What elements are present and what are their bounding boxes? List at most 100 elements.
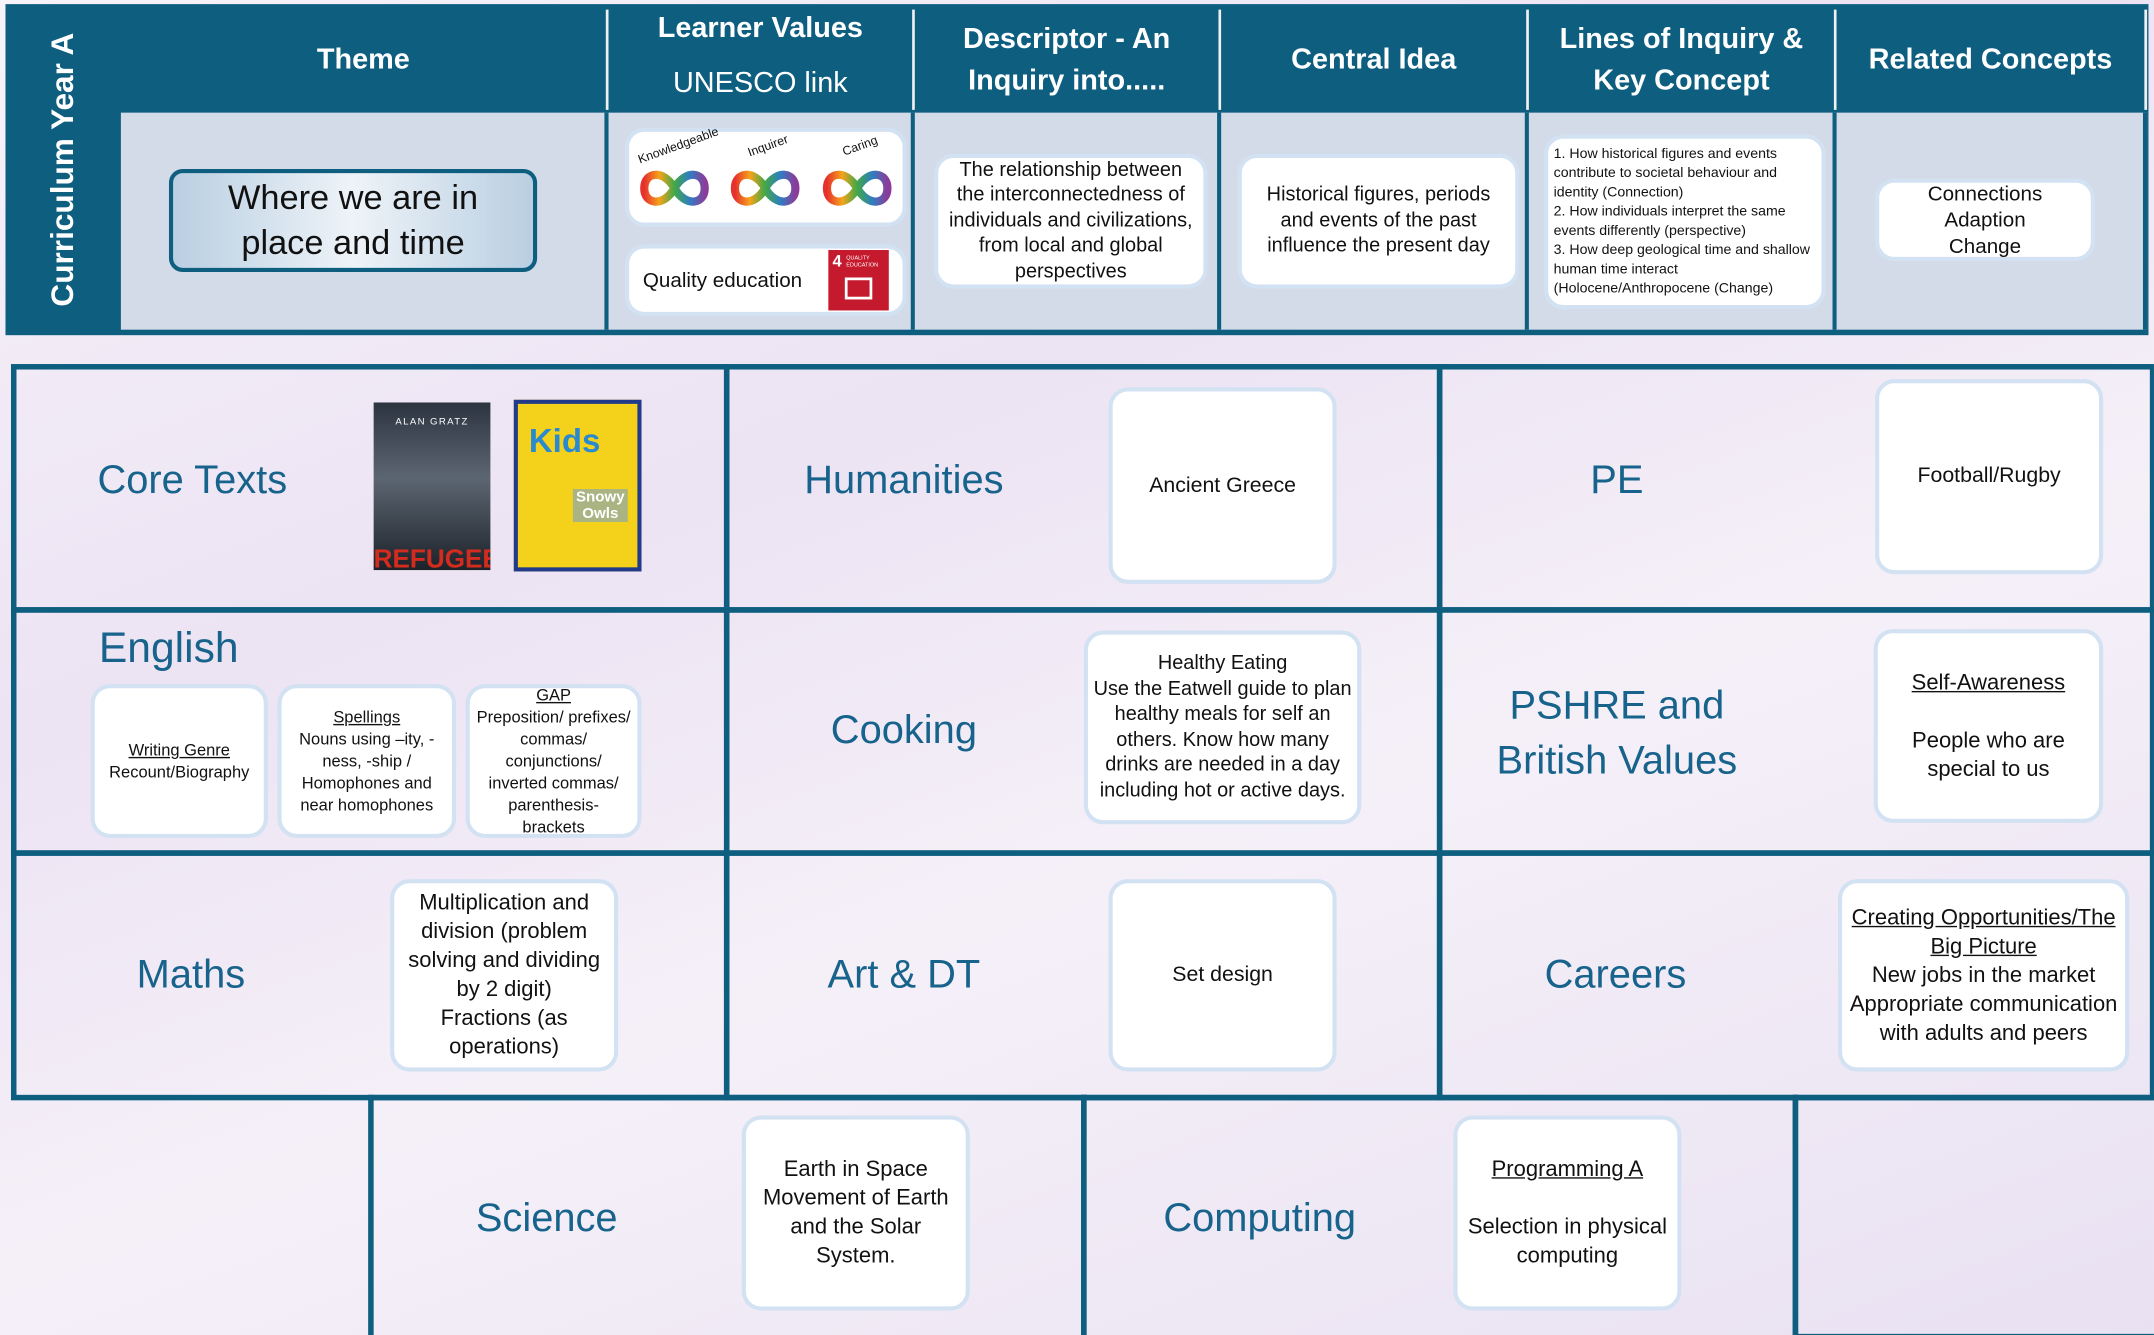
infinity-icon bbox=[640, 170, 710, 206]
column-header: Learner Values UNESCO link bbox=[608, 9, 915, 110]
column-title: Theme bbox=[316, 43, 410, 75]
subject-box: Spellings Nouns using –ity, -ness, -ship … bbox=[277, 684, 457, 838]
subject-label: English bbox=[98, 623, 239, 672]
learner-values-box: Knowledgeable Inquirer Caring bbox=[625, 124, 907, 227]
descriptor-text: The relationship between the interconnec… bbox=[948, 159, 1193, 283]
subject-label: Science bbox=[475, 1196, 618, 1241]
side-label-text: Curriculum Year A bbox=[44, 31, 81, 306]
box-title: Creating Opportunities/The Big Picture bbox=[1851, 905, 2116, 959]
box-line: Use the Eatwell guide to plan healthy me… bbox=[1093, 677, 1352, 802]
learner-value-label: Caring bbox=[840, 132, 880, 159]
sdg-name: QUALITY EDUCATION bbox=[846, 254, 879, 268]
side-label: Curriculum Year A bbox=[5, 4, 120, 334]
column-title: Central Idea bbox=[1291, 43, 1457, 75]
column-header: Related Concepts bbox=[1836, 9, 2148, 110]
box-title: Spellings bbox=[333, 707, 401, 727]
box-line: Fractions (as operations) bbox=[440, 1006, 568, 1060]
central-idea-box: Historical figures, periods and events o… bbox=[1237, 153, 1520, 289]
related-concept: Adaption bbox=[1944, 208, 2026, 232]
box-line: Earth in Space bbox=[783, 1158, 928, 1182]
sdg-number: 4 bbox=[832, 251, 842, 271]
box-line: Multiplication and division (problem sol… bbox=[408, 891, 601, 1002]
unesco-text: Quality education bbox=[642, 268, 803, 292]
inquiry-line: 1. How historical figures and events con… bbox=[1553, 146, 1777, 200]
infinity-icon bbox=[731, 170, 801, 206]
subject-box: GAP Preposition/ prefixes/ commas/ conjun… bbox=[465, 684, 642, 838]
box-line: Movement of Earth and the Solar System. bbox=[762, 1186, 949, 1268]
box-line: Football/Rugby bbox=[1917, 464, 2061, 488]
box-line: Selection in physical computing bbox=[1467, 1215, 1667, 1268]
related-concept: Change bbox=[1948, 234, 2022, 258]
box-line: Ancient Greece bbox=[1149, 473, 1296, 497]
subject-label: Maths bbox=[136, 953, 246, 998]
subject-box: Self-Awareness People who are special to … bbox=[1873, 629, 2104, 823]
box-line: New jobs in the market bbox=[1871, 963, 2096, 988]
related-concept: Connections bbox=[1927, 182, 2043, 206]
inquiry-line: 3. How deep geological time and shallow … bbox=[1553, 242, 1810, 297]
subject-box: Programming A Selection in physical compu… bbox=[1453, 1115, 1682, 1311]
subject-box: Multiplication and division (problem sol… bbox=[390, 879, 619, 1072]
learner-value-label: Knowledgeable bbox=[636, 124, 721, 167]
box-title: Self-Awareness bbox=[1911, 671, 2066, 695]
inquiry-line: 2. How individuals interpret the same ev… bbox=[1553, 203, 1786, 239]
column-subtitle: UNESCO link bbox=[672, 66, 848, 99]
learner-value: Inquirer bbox=[727, 132, 804, 218]
sdg-badge: 4 QUALITY EDUCATION bbox=[828, 250, 889, 311]
column-title: Learner Values bbox=[657, 11, 863, 44]
box-line: Healthy Eating bbox=[1157, 652, 1288, 675]
learner-value: Knowledgeable bbox=[636, 124, 721, 218]
box-title: GAP bbox=[536, 685, 572, 705]
box-line: Appropriate communication with adults an… bbox=[1849, 992, 2118, 1045]
box-line: Preposition/ prefixes/ commas/ conjuncti… bbox=[476, 707, 631, 837]
infinity-icon bbox=[822, 170, 892, 206]
column-header: Descriptor - An Inquiry into..... bbox=[914, 9, 1222, 110]
subject-box: Creating Opportunities/The Big Picture Ne… bbox=[1838, 879, 2130, 1072]
subject-box: Earth in Space Movement of Earth and the … bbox=[741, 1115, 970, 1311]
box-title: Writing Genre bbox=[128, 740, 230, 760]
subject-label: Core Texts bbox=[97, 458, 288, 503]
learner-value-label: Inquirer bbox=[746, 131, 791, 160]
subject-box: Writing Genre Recount/Biography bbox=[90, 684, 268, 838]
subject-cell bbox=[1081, 1094, 1799, 1335]
subject-box: Ancient Greece bbox=[1108, 387, 1337, 584]
book-title: Kids bbox=[528, 423, 601, 461]
book-title: REFUGEE bbox=[373, 545, 491, 571]
column-title: Descriptor - An Inquiry into..... bbox=[963, 22, 1171, 96]
theme-text: Where we are in place and time bbox=[228, 177, 479, 262]
subject-box: Healthy Eating Use the Eatwell guide to p… bbox=[1083, 630, 1362, 825]
subject-label: Careers bbox=[1544, 953, 1687, 998]
column-header: Theme bbox=[120, 9, 609, 110]
central-idea-text: Historical figures, periods and events o… bbox=[1266, 184, 1491, 258]
subject-box: Set design bbox=[1108, 879, 1337, 1072]
column-header: Central Idea bbox=[1221, 9, 1529, 110]
lines-of-inquiry-box: 1. How historical figures and events con… bbox=[1544, 134, 1826, 310]
theme-box: Where we are in place and time bbox=[168, 168, 538, 272]
unesco-box: Quality education 4 QUALITY EDUCATION bbox=[625, 244, 907, 316]
box-line: Nouns using –ity, -ness, -ship / Homopho… bbox=[299, 729, 435, 815]
subject-label: PSHRE and British Values bbox=[1496, 684, 1738, 784]
subject-label: Art & DT bbox=[827, 953, 981, 998]
box-title: Programming A bbox=[1491, 1158, 1644, 1182]
related-concepts-box: Connections Adaption Change bbox=[1875, 178, 2095, 262]
column-header: Lines of Inquiry & Key Concept bbox=[1528, 9, 1837, 110]
box-line: Set design bbox=[1172, 962, 1273, 987]
box-line: Recount/Biography bbox=[109, 762, 250, 782]
column-title: Related Concepts bbox=[1868, 43, 2113, 75]
subject-label: Computing bbox=[1163, 1196, 1357, 1241]
learner-value: Caring bbox=[818, 133, 895, 218]
book-subtitle: Snowy Owls bbox=[572, 489, 628, 523]
column-title: Lines of Inquiry & Key Concept bbox=[1559, 22, 1804, 96]
book-cover: Kids Snowy Owls bbox=[513, 399, 642, 572]
bottom-cell bbox=[1792, 1094, 2154, 1335]
subject-box: Football/Rugby bbox=[1875, 379, 2104, 575]
book-cover: ALAN GRATZ REFUGEE bbox=[373, 402, 491, 571]
descriptor-box: The relationship between the interconnec… bbox=[934, 153, 1208, 289]
subject-label: Cooking bbox=[830, 708, 977, 753]
book-author: ALAN GRATZ bbox=[395, 417, 469, 428]
subject-label: Humanities bbox=[804, 458, 1004, 503]
box-line: People who are special to us bbox=[1912, 728, 2065, 781]
sdg-icon bbox=[844, 277, 873, 300]
subject-label: PE bbox=[1590, 458, 1644, 503]
